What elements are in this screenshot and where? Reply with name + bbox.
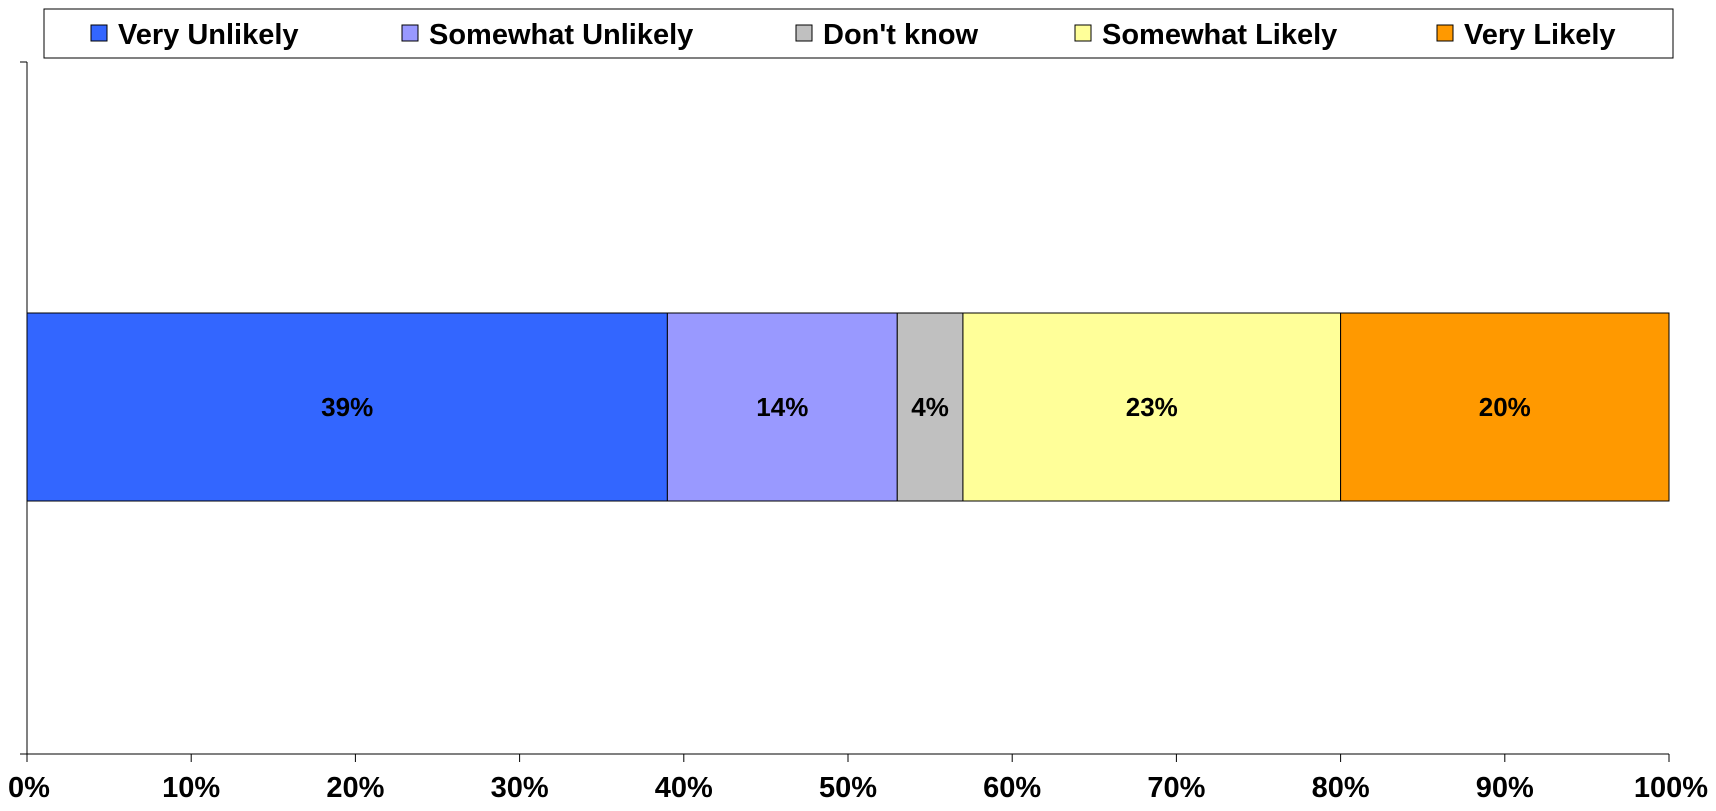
legend: Very Unlikely Somewhat Unlikely Don't know… (43, 8, 1674, 59)
bars (26, 312, 1670, 502)
legend-swatch-somewhat-likely (1074, 24, 1092, 42)
legend-label-very-unlikely: Very Unlikely (118, 19, 299, 51)
x-tick-label: 80% (1312, 772, 1370, 804)
data-labels: 39% 14% 4% 23% 20% (321, 392, 1531, 422)
legend-label-somewhat-likely: Somewhat Likely (1102, 19, 1337, 51)
x-tick-label: 50% (819, 772, 877, 804)
x-tick-label: 100% (1634, 772, 1708, 804)
bar-segment-very-likely (1340, 312, 1670, 502)
x-tick-label: 30% (491, 772, 549, 804)
legend-label-very-likely: Very Likely (1464, 19, 1616, 51)
axes: 0% 10% 20% 30% 40% 50% 60% 70% 80% 90% 100% (8, 61, 1708, 804)
x-tick-label: 20% (326, 772, 384, 804)
x-tick-label: 40% (655, 772, 713, 804)
legend-box (43, 8, 1674, 59)
legend-swatch-somewhat-unlikely (401, 24, 419, 42)
data-label-somewhat-unlikely: 14% (756, 392, 808, 422)
bar-segment-somewhat-likely (962, 312, 1342, 502)
data-label-very-likely: 20% (1479, 392, 1531, 422)
x-tick-label: 10% (162, 772, 220, 804)
x-tick-label: 0% (8, 772, 50, 804)
x-tick-label: 90% (1476, 772, 1534, 804)
x-tick-label: 70% (1147, 772, 1205, 804)
legend-swatch-very-likely (1436, 24, 1454, 42)
data-label-don-t-know: 4% (911, 392, 949, 422)
data-label-somewhat-likely: 23% (1126, 392, 1178, 422)
legend-swatch-very-unlikely (90, 24, 108, 42)
x-tick-label: 60% (983, 772, 1041, 804)
legend-label-don-t-know: Don't know (823, 19, 979, 51)
data-label-very-unlikely: 39% (321, 392, 373, 422)
bar-segment-very-unlikely (26, 312, 668, 502)
legend-swatch-don-t-know (795, 24, 813, 42)
legend-label-somewhat-unlikely: Somewhat Unlikely (429, 19, 693, 51)
bar-segment-don-t-know (896, 312, 964, 502)
